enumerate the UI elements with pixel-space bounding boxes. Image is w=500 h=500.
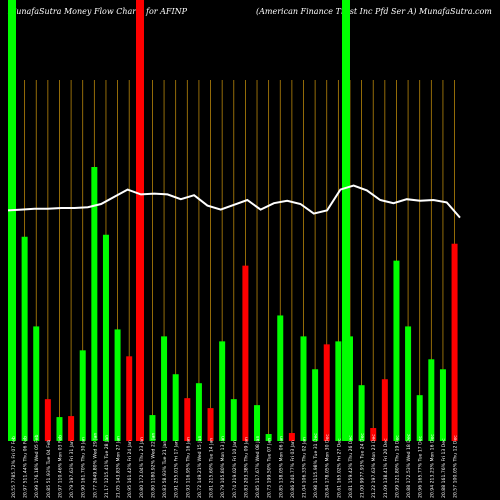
x-tick-label: 20.83 58.93% Tue 21 Jan [162,441,168,498]
volume-bar [370,428,377,441]
volume-bar [68,416,75,441]
x-tick-label: 20.77 2649.80% Wed 29 Jan [92,433,98,498]
volume-bar [428,359,435,441]
volume-bar [323,344,330,441]
volume-bar [265,434,272,441]
volume-bar [137,341,144,441]
volume-bar [277,315,284,441]
spike-bar [136,0,144,441]
x-tick-label: 20.94 213.23% Mon 16 Dec [429,434,435,498]
volume-bar [381,379,388,441]
x-tick-label: 21.09 138.41% Fri 20 Dec [383,438,389,498]
x-tick-label: 20.83 203.38% Thu 09 Jan [243,437,249,498]
volume-bar [161,336,168,441]
volume-bar [172,374,179,441]
volume-bar [149,415,156,441]
volume-bar [254,405,261,441]
volume-bar [219,341,226,441]
volume-bar [195,383,202,441]
volume-bar [44,399,51,441]
x-tick-label: 20.80 1180.92% Wed 22 Jan [150,433,156,498]
x-tick-label: 20.79 105.80% Mon 13 Jan [220,436,226,498]
volume-bar [439,369,446,441]
x-tick-label: 20.98 1115.98% Tue 31 Dec [313,433,319,498]
volume-bar [312,369,319,441]
volume-bar [393,260,400,441]
volume-bar [416,395,423,441]
volume-bar [335,341,342,441]
x-tick-label: 20.93 116.95% Thu 16 Jan [185,437,191,498]
x-tick-label: 20.97 511.44% Thu 06 Feb [23,436,29,498]
x-tick-label: 21.05 143.83% Mon 27 Jan [116,436,122,498]
x-tick-label: 20.97 110.46% Mon 03 Feb [57,435,63,498]
x-tick-label: 20.85 51.93% Tue 04 Feb [46,440,52,498]
spike-bar [8,0,16,441]
x-tick-label: 20.85 117.67% Wed 08 Jan [255,436,261,498]
volume-bar [126,356,133,441]
volume-bar [184,398,191,441]
volume-bar [56,417,63,441]
volume-bar [451,243,458,441]
volume-bar [358,385,365,441]
x-tick-label: 20.95 161.42% Fri 24 Jan [127,440,133,498]
x-tick-label: 20.84 178.05% Mon 30 Dec [325,434,331,498]
volume-bar [207,408,214,441]
x-tick-label: 20.80 172.04% Thu 23 Jan [139,437,145,498]
x-tick-label: 20.61 165.02% Fri 27 Dec [336,438,342,498]
x-tick-label: 20.57 100.05% Thu 12 Dec [453,435,459,498]
x-tick-label: 20.81 159.42% Thu 26 Dec [348,435,354,498]
x-tick-label: 21.00 9977.93% Tue 24 Dec [360,433,366,498]
volume-bar [114,329,121,441]
x-tick-label: 20.88 172.53% Wed 18 Dec [406,433,412,498]
x-tick-label: 20.99 176.18% Wed 05 Feb [34,434,40,498]
x-tick-label: 20.96 165.77% Tue 17 Dec [418,436,424,498]
x-tick-label: 20.85 138.05% Mon 06 Jan [278,436,284,498]
volume-bar [242,265,249,441]
x-tick-label: 20.81 215.60% Tue 14 Jan [209,438,215,498]
volume-bar [91,167,98,441]
x-tick-label: 20.91 255.01% Fri 17 Jan [174,440,180,498]
x-tick-label: 20.99 121.80% Thu 19 Dec [394,435,400,498]
x-tick-label: 21.04 106.33% Thu 02 Jan [302,437,308,498]
volume-bar [230,399,237,441]
x-tick-label: 20.79 197.63% Fri 31 Jan [69,440,75,498]
x-tick-label: 20.74 219.02% Fri 10 Jan [232,440,238,498]
volume-bar [346,336,353,441]
x-tick-label: 20.72 149.21% Wed 15 Jan [197,436,203,498]
spike-bar [342,0,350,441]
volume-bar [300,336,307,441]
x-tick-label: 20.55 7785.72% Fri 07 Feb [11,436,17,498]
volume-bar [405,326,412,441]
x-tick-label: 21.22 197.63% Mon 23 Dec [371,434,377,498]
price-line [7,184,461,219]
volume-bar [10,341,16,441]
volume-bar [102,234,109,441]
x-tick-label: 20.88 161.76% Fri 13 Dec [441,438,447,498]
x-tick-label: 20.86 240.77% Fri 03 Jan [290,440,296,498]
chart-title-left: MunafaSutra Money Flow Charts for AFINP [8,7,187,16]
x-tick-label: 21.17 1215.41% Tue 28 Jan [104,435,110,498]
volume-bar [79,350,86,441]
x-tick-label: 20.90 161.70% Thu 30 Jan [81,437,87,498]
volume-bar [288,433,295,441]
x-tick-label: 20.73 199.50% Tue 07 Jan [267,438,273,498]
volume-bar [21,236,28,441]
volume-bar [33,326,40,441]
chart-title-right: (American Finance Trust Inc Pfd Ser A) M… [256,7,492,16]
